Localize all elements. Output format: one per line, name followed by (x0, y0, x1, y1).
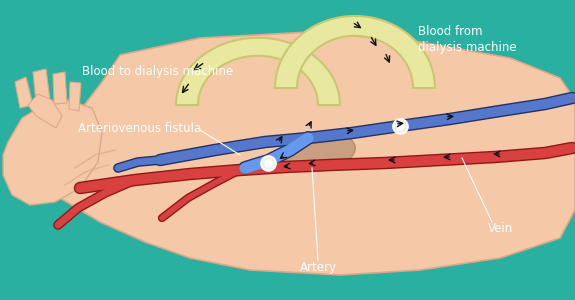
Text: Arteriovenous fistula: Arteriovenous fistula (78, 122, 201, 134)
Polygon shape (28, 94, 62, 128)
Text: Blood from
dialysis machine: Blood from dialysis machine (418, 25, 516, 54)
Polygon shape (69, 82, 81, 111)
Polygon shape (275, 16, 435, 88)
Polygon shape (38, 32, 575, 275)
Text: Vein: Vein (488, 221, 513, 235)
Polygon shape (176, 38, 340, 105)
Polygon shape (33, 69, 50, 102)
Text: Artery: Artery (300, 262, 336, 275)
Text: Blood to dialysis machine: Blood to dialysis machine (82, 65, 233, 79)
Polygon shape (53, 72, 67, 104)
Polygon shape (3, 100, 102, 205)
Polygon shape (15, 77, 33, 108)
Ellipse shape (281, 133, 355, 172)
